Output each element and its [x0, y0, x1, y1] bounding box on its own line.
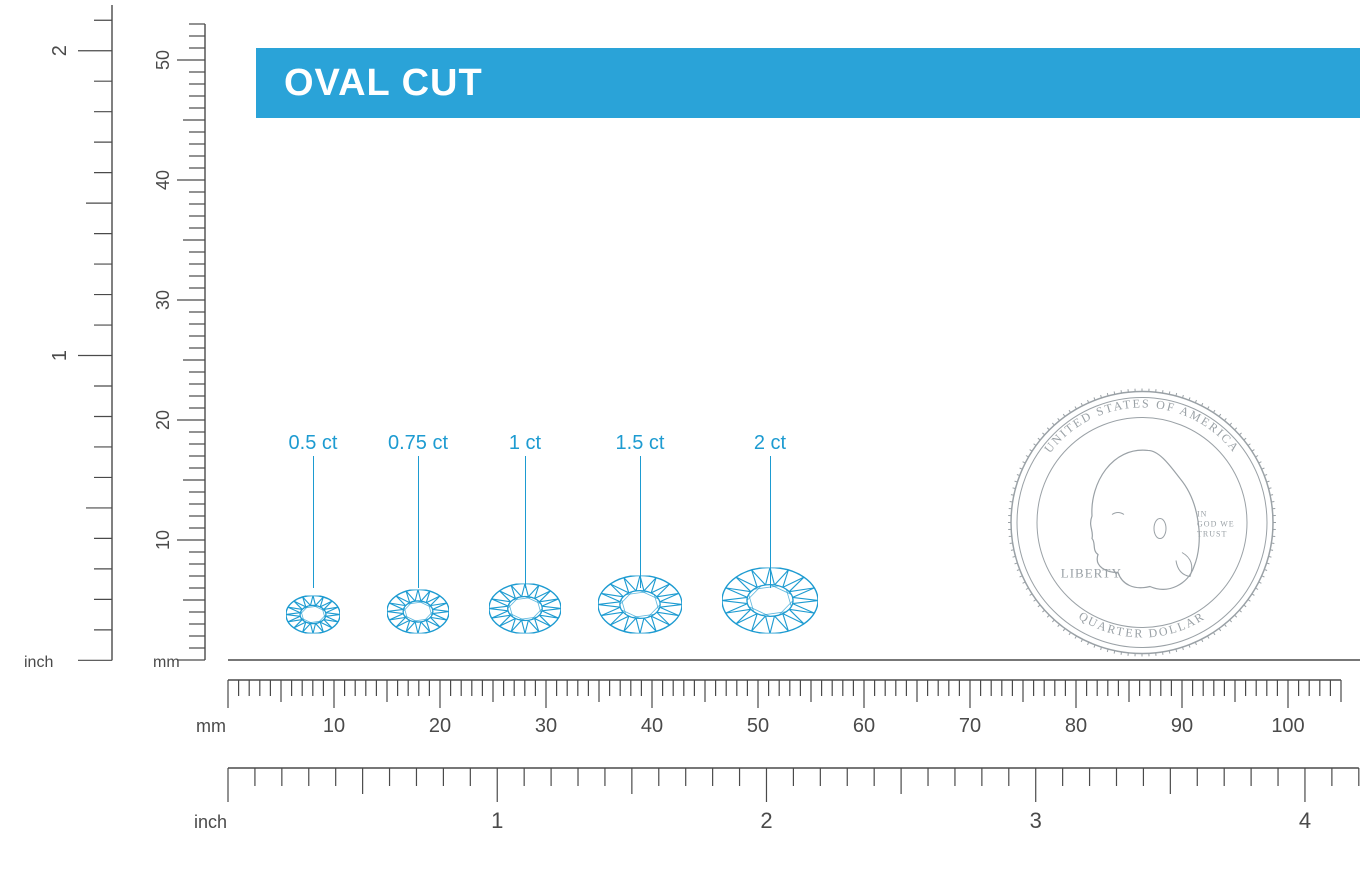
ruler-inch-label: 1 [491, 808, 503, 833]
ruler-inch-bottom: 1 2 3 4 [228, 768, 1360, 878]
quarter-coin: UNITED STATES OF AMERICA QUARTER DOLLAR LI… [1005, 386, 1279, 665]
ruler-inch-label: 2 [760, 808, 772, 833]
ruler-mm-label: 10 [323, 715, 345, 737]
ruler-mm-left-label: 30 [153, 290, 173, 310]
title-text: OVAL CUT [284, 62, 483, 105]
unit-mm-bottom: mm [196, 716, 226, 737]
unit-mm-side: mm [153, 654, 180, 672]
ruler-inch-left-label: 1 [49, 350, 71, 361]
ruler-mm-label: 20 [429, 715, 451, 737]
coin-liberty: LIBERTY [1061, 566, 1122, 581]
diamond-label: 1 ct [509, 432, 541, 455]
ruler-inch-left-label: 2 [49, 45, 71, 56]
diamond-label: 1.5 ct [616, 432, 665, 455]
ruler-mm-left-label: 20 [153, 410, 173, 430]
diamond-oval [387, 590, 449, 639]
ruler-mm-left-label: 10 [153, 530, 173, 550]
ruler-inch-label: 4 [1299, 808, 1311, 833]
ruler-mm-label: 50 [747, 715, 769, 737]
coin-bottom-text: QUARTER DOLLAR [1076, 609, 1207, 641]
unit-inch-side: inch [24, 654, 53, 672]
diamond-oval [489, 584, 561, 639]
ruler-mm-label: 60 [853, 715, 875, 737]
diamond-oval [722, 568, 818, 639]
ruler-mm-left-label: 50 [153, 50, 173, 70]
coin-motto-3: TRUST [1197, 530, 1227, 539]
ruler-mm-label: 30 [535, 715, 557, 737]
coin-top-text: UNITED STATES OF AMERICA [1041, 396, 1243, 455]
diamond-leader [525, 456, 526, 588]
title-bar: OVAL CUT [256, 48, 1360, 118]
diamond-oval [598, 576, 682, 639]
coin-motto-1: IN [1197, 510, 1207, 519]
diamond-leader [313, 456, 314, 588]
ruler-mm-label: 100 [1271, 715, 1304, 737]
ruler-mm-label: 80 [1065, 715, 1087, 737]
ruler-inch-label: 3 [1030, 808, 1042, 833]
diamond-label: 0.5 ct [289, 432, 338, 455]
ruler-mm-label: 90 [1171, 715, 1193, 737]
unit-inch-bottom: inch [194, 812, 227, 833]
diamond-oval [286, 596, 340, 639]
diamond-label: 0.75 ct [388, 432, 448, 455]
ruler-mm-label: 70 [959, 715, 981, 737]
diamond-label: 2 ct [754, 432, 786, 455]
coin-motto-2: GOD WE [1197, 520, 1235, 529]
ruler-mm-left-label: 40 [153, 170, 173, 190]
diamond-leader [640, 456, 641, 588]
ruler-mm-left: 10 20 30 40 50 [155, 24, 225, 680]
diamond-leader [418, 456, 419, 588]
ruler-inch-left: 12 [52, 5, 132, 680]
ruler-mm-label: 40 [641, 715, 663, 737]
